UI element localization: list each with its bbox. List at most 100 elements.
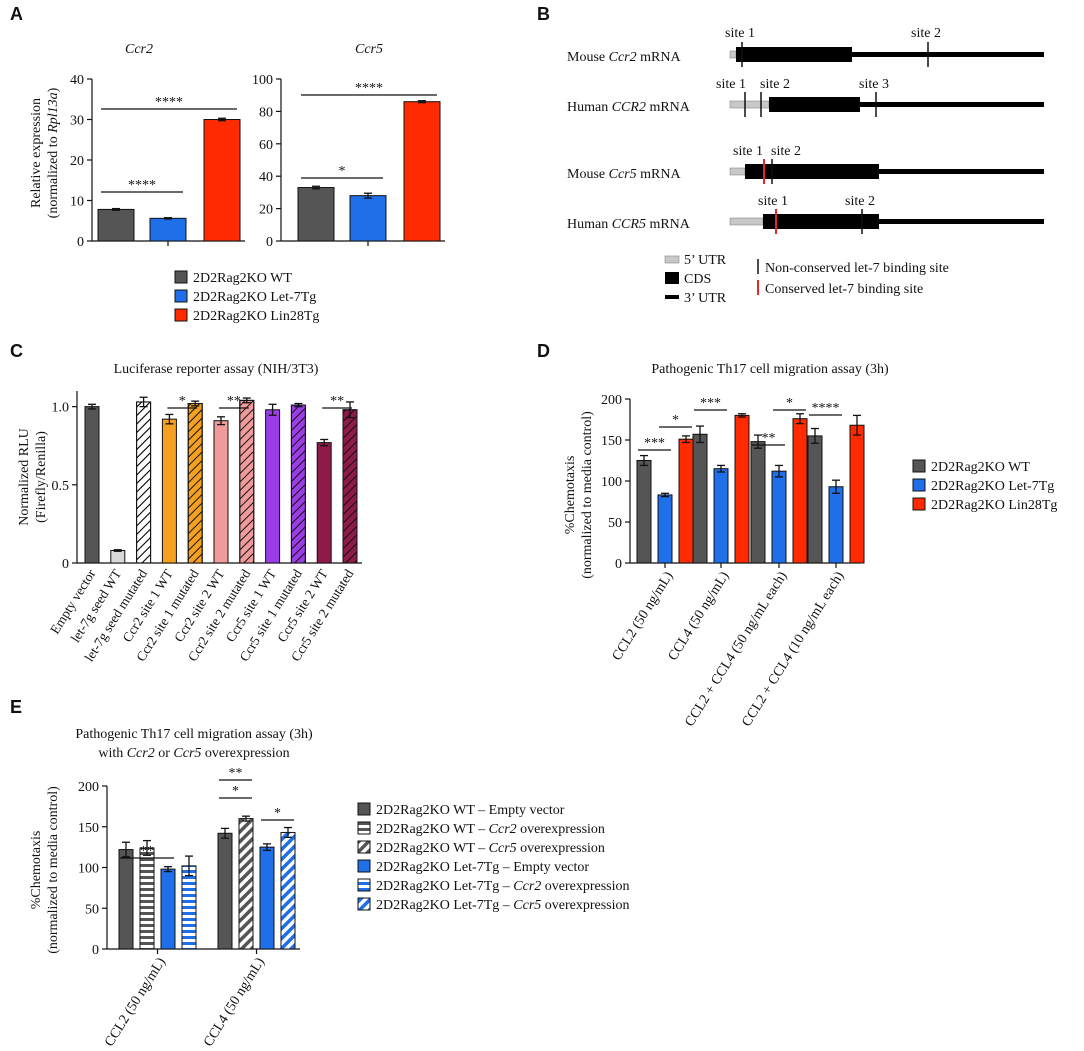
mouse-ccr2-label: Mouse Ccr2 mRNA — [567, 50, 681, 65]
mouse-ccr5-site2: site 2 — [771, 144, 801, 159]
legend-swatch-lin28 — [174, 308, 188, 322]
legend-3utr-swatch — [665, 295, 679, 299]
mouse-ccr2-5utr — [729, 50, 737, 59]
D-sig-5-label: **** — [812, 401, 840, 416]
panel-letter-a: A — [10, 4, 23, 24]
C-bar-hatch-10 — [342, 409, 358, 564]
chart-d-ylabel-line1: %Chemotaxis — [563, 456, 578, 535]
legend-cds: CDS — [684, 272, 711, 287]
E-bar-1-1 — [238, 818, 254, 950]
E-ytick-label: 100 — [78, 862, 99, 877]
D-bar-0-0 — [636, 460, 652, 564]
D-bar-1-1 — [713, 468, 729, 564]
A1-ytick-label: 10 — [70, 195, 84, 210]
A2-bar-0 — [297, 187, 335, 242]
legend-e-swatch-3 — [357, 859, 371, 873]
chart-a-ylabel-line2: (normalized to Rpl13a) — [46, 87, 61, 218]
D-ytick-label: 50 — [608, 516, 622, 531]
D-bar-1-0 — [657, 494, 673, 564]
C-bar-hatch-6 — [239, 399, 255, 564]
panel-letter-b: B — [537, 4, 550, 24]
chart-e-title-line1: Pathogenic Th17 cell migration assay (3h… — [75, 727, 313, 742]
A1-sig-1-label: **** — [155, 95, 183, 110]
legend-e-2: 2D2Rag2KO WT – Ccr5 overexpression — [376, 841, 605, 856]
chart-a-ylabel-line1: Relative expression — [29, 98, 44, 208]
panel-d: Pathogenic Th17 cell migration assay (3h… — [563, 362, 1057, 729]
human-ccr2-cds — [769, 97, 860, 112]
chart-d-ylabel-line2: (normalized to media control) — [580, 411, 595, 579]
mouse-ccr5-label: Mouse Ccr5 mRNA — [567, 167, 681, 182]
mouse-ccr2-site2: site 2 — [911, 26, 941, 41]
D-xtick-label: CCL2 (50 ng/mL) — [610, 569, 677, 664]
chart-e-ylabel-line1: %Chemotaxis — [29, 831, 44, 910]
A1-sig-0-label: **** — [128, 178, 156, 193]
panel-b-mrna-diagram: Mouse Ccr2 mRNA site 1 site 2 Human CCR2… — [567, 26, 1044, 306]
legend-e-swatch-2 — [357, 840, 371, 854]
legend-3utr: 3’ UTR — [684, 291, 727, 306]
D-bar-1-3 — [828, 486, 844, 564]
D-sig-3-label: ** — [762, 431, 776, 446]
D-sig-0-label: *** — [644, 436, 665, 451]
legend-e-3: 2D2Rag2KO Let-7Tg – Empty vector — [376, 860, 589, 875]
D-bar-0-3 — [807, 435, 823, 564]
legend-d-wt: 2D2Rag2KO WT — [931, 460, 1030, 475]
C-ytick-label: 0.5 — [52, 479, 70, 494]
D-bar-2-3 — [849, 424, 865, 564]
E-xtick-label: CCL4 (50 ng/mL) — [201, 955, 268, 1050]
D-ytick-label: 0 — [615, 557, 622, 572]
E-bar-0-0 — [118, 849, 134, 950]
E-sig-3-label: * — [274, 806, 281, 821]
A2-bar-2 — [403, 101, 441, 242]
E-sig-0-label: ** — [140, 844, 154, 859]
D-bar-1-2 — [771, 470, 787, 564]
A1-bar-2 — [203, 119, 241, 242]
D-sig-1-label: * — [672, 413, 679, 428]
E-ytick-label: 150 — [78, 821, 99, 836]
E-bar-1-0 — [139, 847, 155, 950]
legend-5utr-swatch — [664, 255, 680, 264]
D-bar-0-1 — [692, 433, 708, 564]
D-bar-0-2 — [750, 441, 766, 564]
legend-5utr: 5’ UTR — [684, 253, 727, 268]
mouse-ccr5-site1: site 1 — [733, 144, 763, 159]
human-ccr5-5utr — [729, 217, 764, 226]
human-ccr5-site1: site 1 — [758, 194, 788, 209]
legend-e-0: 2D2Rag2KO WT – Empty vector — [376, 803, 565, 818]
panel-e: Pathogenic Th17 cell migration assay (3h… — [29, 727, 630, 1050]
C-bar-5 — [213, 420, 229, 564]
mouse-ccr5-cds — [745, 164, 879, 179]
D-sig-4-label: * — [786, 396, 793, 411]
legend-d-swatch-let7 — [912, 478, 926, 492]
E-ytick-label: 0 — [92, 943, 99, 958]
legend-a-let7: 2D2Rag2KO Let-7Tg — [193, 290, 316, 305]
mouse-ccr2-site1: site 1 — [725, 26, 755, 41]
A2-ytick-label: 100 — [252, 73, 273, 88]
C-ytick-label: 1.0 — [52, 401, 70, 416]
A2-sig-1-label: **** — [355, 81, 383, 96]
legend-cds-swatch — [665, 272, 679, 284]
human-ccr5-site2: site 2 — [845, 194, 875, 209]
A1-ytick-label: 20 — [70, 154, 84, 169]
legend-a-wt: 2D2Rag2KO WT — [193, 271, 292, 286]
legend-e-swatch-5 — [357, 897, 371, 911]
C-sig-1-label: ** — [227, 394, 241, 409]
D-ytick-label: 100 — [601, 475, 622, 490]
chart-d-legend: 2D2Rag2KO WT 2D2Rag2KO Let-7Tg 2D2Rag2KO… — [912, 459, 1057, 513]
human-ccr5-3utr — [879, 219, 1044, 224]
E-ytick-label: 50 — [85, 902, 99, 917]
C-sig-0-label: * — [179, 394, 186, 409]
legend-e-1: 2D2Rag2KO WT – Ccr2 overexpression — [376, 822, 605, 837]
mouse-ccr5-5utr — [729, 167, 746, 176]
chart-c-title: Luciferase reporter assay (NIH/3T3) — [114, 362, 319, 377]
C-sig-2-label: ** — [330, 394, 344, 409]
D-bar-2-1 — [734, 414, 750, 564]
D-sig-2-label: *** — [700, 396, 721, 411]
chart-a1-title: Ccr2 — [125, 42, 153, 57]
chart-a-legend: 2D2Rag2KO WT 2D2Rag2KO Let-7Tg 2D2Rag2KO… — [174, 270, 319, 324]
legend-e-4: 2D2Rag2KO Let-7Tg – Ccr2 overexpression — [376, 879, 630, 894]
E-ytick-label: 200 — [78, 780, 99, 795]
A1-ytick-label: 30 — [70, 114, 84, 129]
